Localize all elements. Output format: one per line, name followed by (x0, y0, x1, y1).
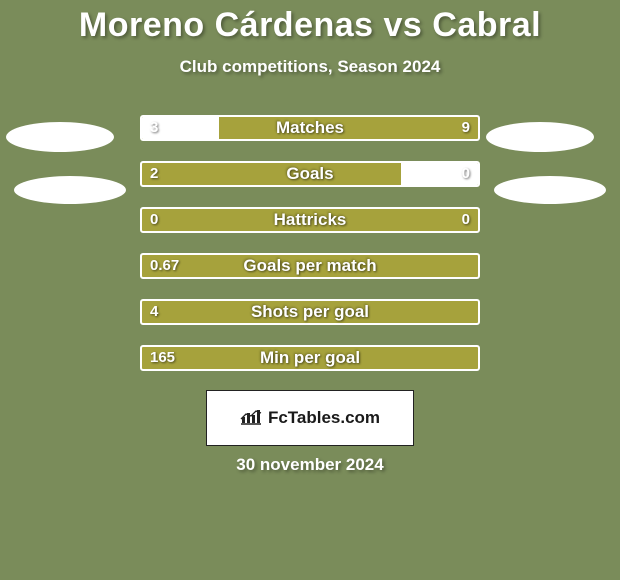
date-label: 30 november 2024 (0, 455, 620, 475)
player-photo-placeholder (14, 176, 126, 204)
page-subtitle: Club competitions, Season 2024 (0, 57, 620, 77)
stat-bar (140, 115, 480, 141)
stat-value-left: 165 (150, 345, 175, 371)
stat-value-right: 9 (462, 115, 470, 141)
stat-value-left: 4 (150, 299, 158, 325)
source-badge: FcTables.com (206, 390, 414, 446)
stat-rows: Matches39Goals20Hattricks00Goals per mat… (0, 115, 620, 371)
stat-row: Goals per match0.67 (0, 253, 620, 279)
stat-row: Min per goal165 (0, 345, 620, 371)
source-badge-text: FcTables.com (268, 408, 380, 428)
stat-value-left: 3 (150, 115, 158, 141)
stat-bar (140, 299, 480, 325)
stat-row: Shots per goal4 (0, 299, 620, 325)
player-photo-placeholder (6, 122, 114, 152)
chart-icon (240, 407, 262, 430)
stat-value-left: 2 (150, 161, 158, 187)
comparison-card: Moreno Cárdenas vs Cabral Club competiti… (0, 0, 620, 580)
page-title: Moreno Cárdenas vs Cabral (0, 0, 620, 45)
stat-bar (140, 207, 480, 233)
stat-value-left: 0 (150, 207, 158, 233)
stat-bar (140, 161, 480, 187)
stat-row: Hattricks00 (0, 207, 620, 233)
stat-bar (140, 345, 480, 371)
stat-value-left: 0.67 (150, 253, 179, 279)
player-photo-placeholder (486, 122, 594, 152)
stat-value-right: 0 (462, 207, 470, 233)
player-photo-placeholder (494, 176, 606, 204)
stat-bar (140, 253, 480, 279)
stat-value-right: 0 (462, 161, 470, 187)
